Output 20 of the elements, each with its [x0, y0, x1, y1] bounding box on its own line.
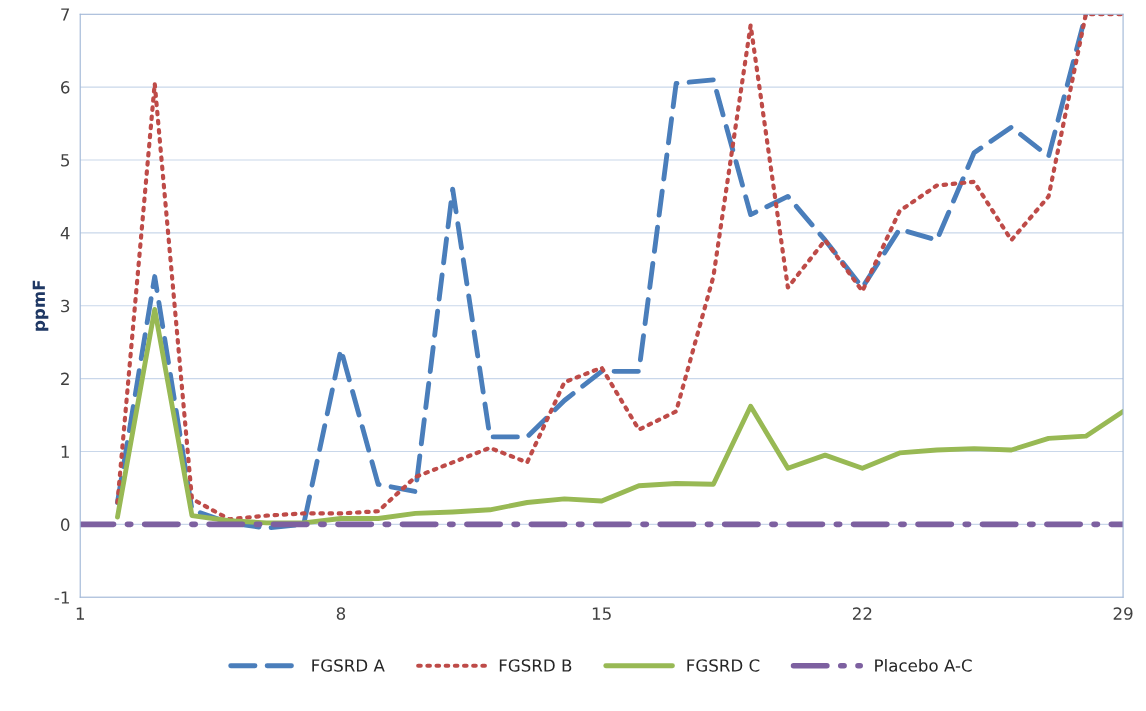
x-tick-label: 8	[336, 607, 346, 620]
x-tick-label: 1	[76, 607, 84, 620]
y-tick-label: 0	[60, 518, 70, 531]
legend-label: Placebo A-C	[875, 658, 972, 672]
legend-label: FGSRD C	[687, 659, 760, 672]
y-tick-label: 4	[60, 227, 70, 240]
y-axis-title: ppmF	[32, 280, 49, 331]
x-tick-label: 22	[852, 607, 872, 620]
y-tick-label: 6	[61, 81, 70, 94]
x-tick-label: 29	[1113, 607, 1133, 620]
y-tick-label: 2	[61, 372, 69, 385]
y-tick-label: 1	[61, 445, 69, 458]
y-tick-label: -1	[54, 591, 69, 604]
legend-label: FGSRD B	[499, 659, 572, 672]
x-tick-label: 15	[592, 607, 611, 620]
line-series	[115, 306, 1124, 526]
y-tick-label: 3	[61, 299, 70, 313]
y-tick-label: 7	[61, 8, 70, 21]
legend-label: FGSRD A	[312, 659, 385, 672]
y-tick-label: 5	[61, 154, 70, 167]
